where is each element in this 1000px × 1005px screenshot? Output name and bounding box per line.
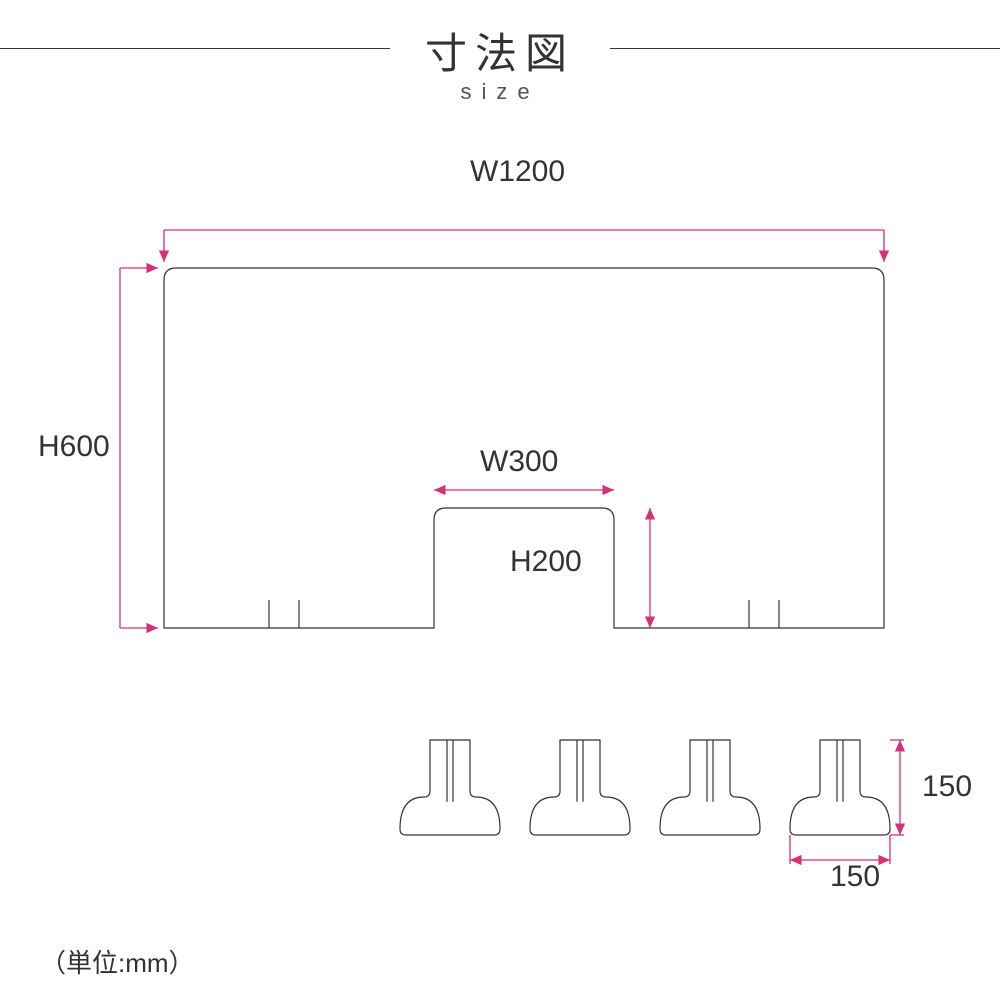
diagram-svg: [0, 0, 1000, 1000]
diagram-svg-wrap: [0, 0, 1000, 1000]
foot-2: [660, 740, 760, 835]
panel-outline: [164, 268, 884, 628]
foot-0: [400, 740, 500, 835]
foot-3: [790, 740, 890, 835]
foot-1: [530, 740, 630, 835]
